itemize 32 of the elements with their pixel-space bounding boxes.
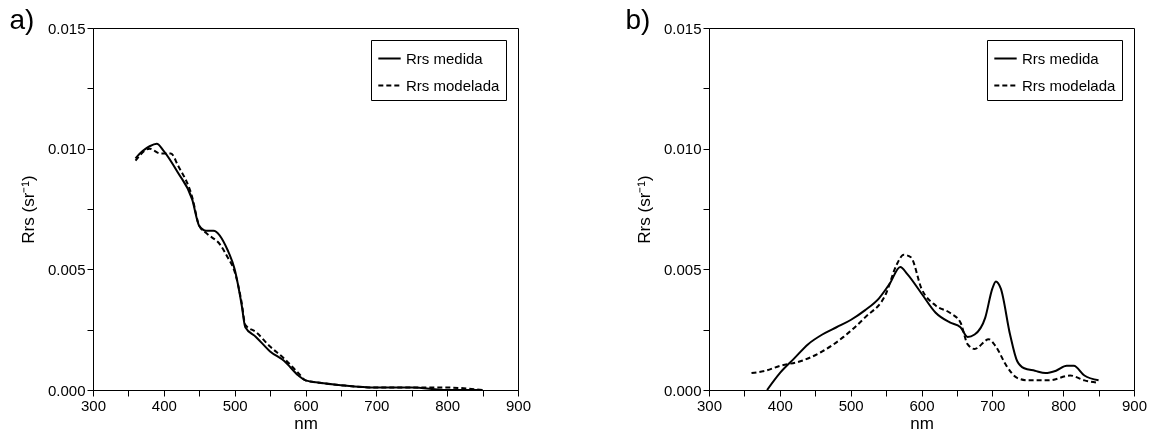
x-tick-label: 900	[1121, 396, 1148, 414]
y-axis-title: Rrs (sr⁻¹)	[634, 175, 654, 244]
x-tick-label: 400	[767, 396, 793, 414]
chart-title: b)	[625, 4, 651, 35]
y-tick-label: 0.010	[663, 140, 702, 158]
legend-label: Rrs medida	[406, 49, 484, 67]
y-tick-label: 0.010	[47, 140, 86, 158]
x-tick-label: 800	[1051, 396, 1077, 414]
legend-label: Rrs modelada	[1022, 76, 1117, 94]
x-tick-label: 700	[364, 396, 390, 414]
x-axis-title: nm	[910, 413, 934, 433]
x-tick-label: 500	[838, 396, 864, 414]
y-tick-label: 0.005	[663, 260, 702, 278]
y-tick-label: 0.005	[47, 260, 86, 278]
legend-label: Rrs medida	[1022, 49, 1100, 67]
x-tick-label: 800	[435, 396, 461, 414]
y-tick-label: 0.015	[47, 19, 86, 37]
y-tick-label: 0.015	[663, 19, 702, 37]
y-tick-label: 0.000	[663, 381, 702, 399]
x-tick-label: 300	[80, 396, 107, 414]
x-tick-label: 300	[696, 396, 723, 414]
x-tick-label: 600	[293, 396, 319, 414]
x-tick-label: 400	[151, 396, 177, 414]
x-axis-title: nm	[294, 413, 318, 433]
y-tick-label: 0.000	[47, 381, 86, 399]
y-axis-title: Rrs (sr⁻¹)	[18, 175, 38, 244]
chart-title: a)	[9, 4, 35, 35]
legend-label: Rrs modelada	[406, 76, 501, 94]
x-tick-label: 700	[980, 396, 1006, 414]
x-tick-label: 500	[222, 396, 248, 414]
x-tick-label: 900	[505, 396, 532, 414]
x-tick-label: 600	[909, 396, 935, 414]
